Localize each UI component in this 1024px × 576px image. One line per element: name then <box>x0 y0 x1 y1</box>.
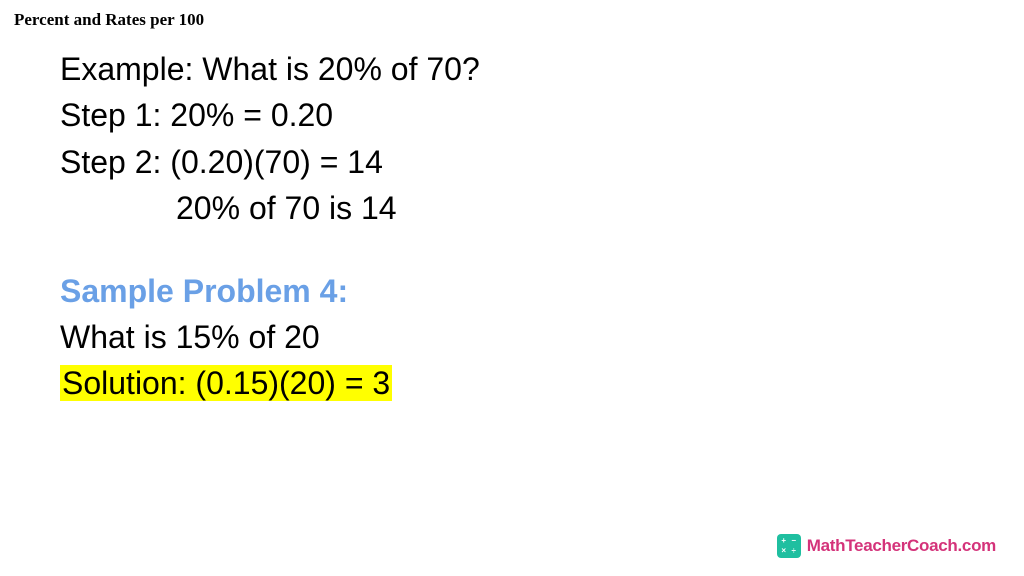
sample-solution-highlight: Solution: (0.15)(20) = 3 <box>60 365 392 401</box>
header-title: Percent and Rates per 100 <box>14 10 204 29</box>
main-content: Example: What is 20% of 70? Step 1: 20% … <box>0 40 1024 407</box>
logo-symbol-minus: − <box>790 537 798 545</box>
step-1: Step 1: 20% = 0.20 <box>60 92 964 138</box>
sample-solution-line: Solution: (0.15)(20) = 3 <box>60 360 964 406</box>
logo-symbol-divide: ÷ <box>790 547 798 555</box>
footer-logo: + − × ÷ MathTeacherCoach.com <box>777 534 996 558</box>
page-header: Percent and Rates per 100 <box>0 0 1024 40</box>
logo-symbol-times: × <box>780 547 788 555</box>
logo-text: MathTeacherCoach.com <box>807 536 996 556</box>
logo-badge-icon: + − × ÷ <box>777 534 801 558</box>
sample-problem-heading: Sample Problem 4: <box>60 268 964 314</box>
example-line: Example: What is 20% of 70? <box>60 46 964 92</box>
step-2: Step 2: (0.20)(70) = 14 <box>60 139 964 185</box>
spacer <box>60 232 964 268</box>
logo-symbol-plus: + <box>780 537 788 545</box>
sample-question: What is 15% of 20 <box>60 314 964 360</box>
example-result: 20% of 70 is 14 <box>60 185 964 231</box>
